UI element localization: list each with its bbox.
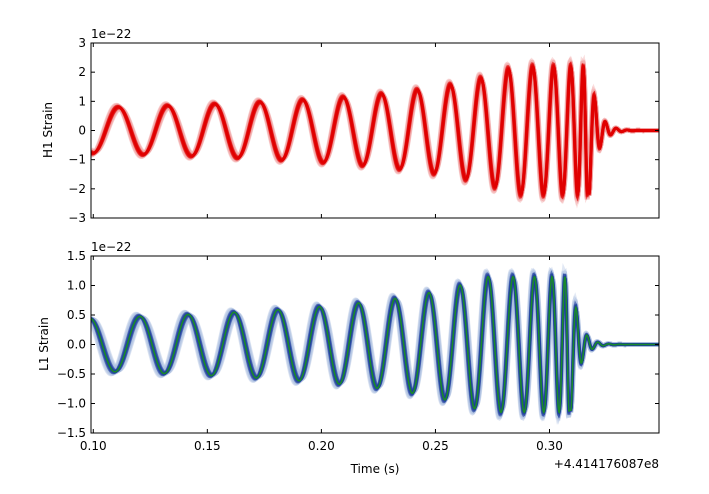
l1-median-waveform xyxy=(91,275,659,415)
h1-panel: −3 −2 −1 0 1 2 3 1e−22 H1 Strain xyxy=(41,27,660,225)
x-axis-label: Time (s) xyxy=(350,462,400,476)
y-tick-label: 0 xyxy=(78,124,86,138)
x-tick-label: 0.10 xyxy=(80,439,107,453)
h1-y-axis-label: H1 Strain xyxy=(41,102,55,158)
h1-y-exponent: 1e−22 xyxy=(91,27,131,41)
y-tick-label: −1.5 xyxy=(57,426,86,440)
y-tick-label: −1 xyxy=(68,153,86,167)
h1-x-ticks xyxy=(92,43,551,218)
l1-panel: −1.5 −1.0 −0.5 0.0 0.5 1.0 1.5 0.10 0.15 0.20 0.2… xyxy=(37,240,660,476)
y-tick-label: 1.5 xyxy=(67,249,86,263)
y-tick-label: 1.0 xyxy=(67,279,86,293)
h1-median-waveform xyxy=(91,63,659,197)
median-line xyxy=(91,275,659,415)
y-tick-label: 0.5 xyxy=(67,308,86,322)
l1-x-ticks: 0.10 0.15 0.20 0.25 0.30 xyxy=(80,256,563,453)
l1-y-ticks: −1.5 −1.0 −0.5 0.0 0.5 1.0 1.5 xyxy=(57,249,659,440)
y-tick-label: 0.0 xyxy=(67,338,86,352)
x-tick-label: 0.30 xyxy=(536,439,563,453)
x-offset-label: +4.414176087e8 xyxy=(554,457,659,471)
y-tick-label: 1 xyxy=(78,94,86,108)
y-tick-label: −1.0 xyxy=(57,397,86,411)
x-tick-label: 0.25 xyxy=(422,439,449,453)
y-tick-label: −2 xyxy=(68,182,86,196)
y-tick-label: −0.5 xyxy=(57,367,86,381)
l1-y-axis-label: L1 Strain xyxy=(37,317,51,371)
y-tick-label: 2 xyxy=(78,65,86,79)
x-tick-label: 0.20 xyxy=(308,439,335,453)
median-line xyxy=(91,63,659,197)
x-tick-label: 0.15 xyxy=(194,439,221,453)
l1-y-exponent: 1e−22 xyxy=(91,240,131,254)
core-sample xyxy=(91,270,659,419)
y-tick-label: −3 xyxy=(68,211,86,225)
y-tick-label: 3 xyxy=(78,36,86,50)
